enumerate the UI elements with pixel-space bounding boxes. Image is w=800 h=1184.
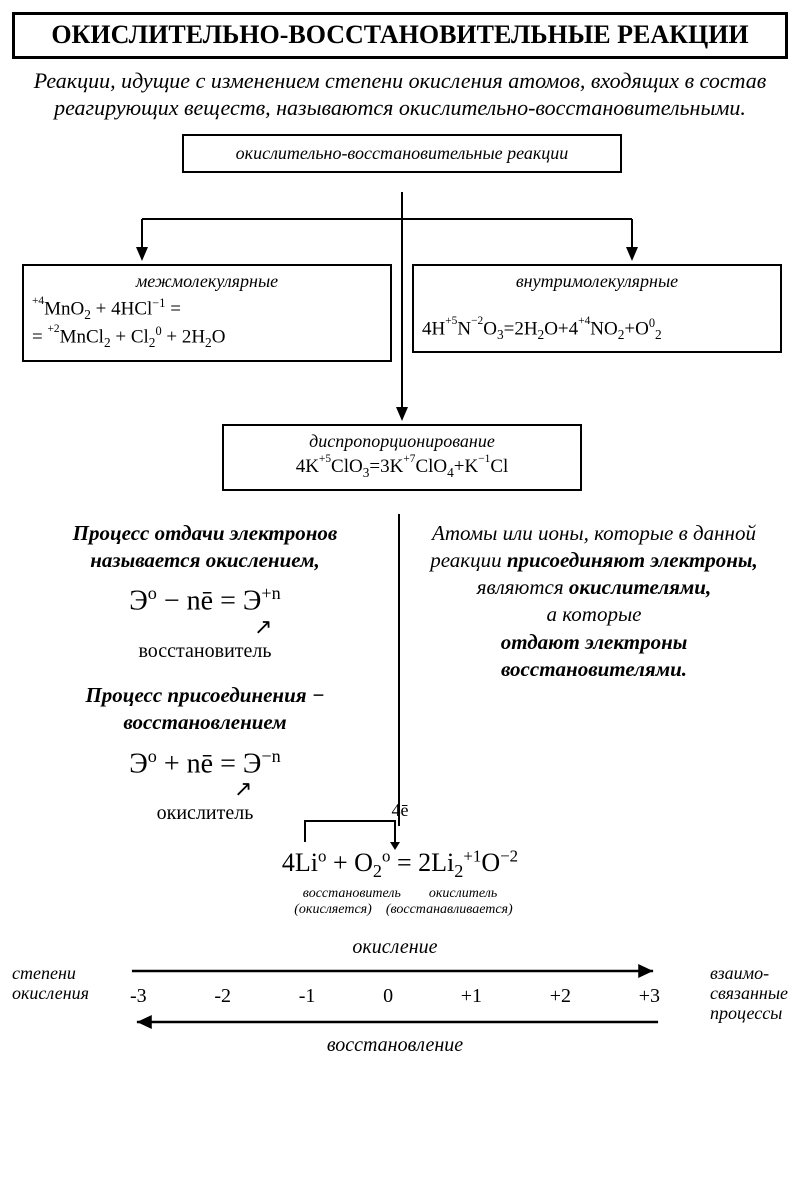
definitions-columns: Процесс отдачи электронов называется оки… bbox=[12, 514, 788, 827]
reduction-direction-label: восстановление bbox=[122, 1034, 668, 1057]
diagram-right-box: внутримолекулярные 4H+5N−2O3=2H2O+4+4NO2… bbox=[412, 264, 782, 354]
tick: +3 bbox=[639, 985, 660, 1008]
example-equation: 4ē 4Lio + O2o = 2Li2+1O−2 bbox=[12, 846, 788, 882]
reductant-label: ↗ восстановитель bbox=[26, 638, 384, 664]
electron-transfer-label: 4ē bbox=[282, 800, 518, 821]
page-title: ОКИСЛИТЕЛЬНО-ВОССТАНОВИТЕЛЬНЫЕ РЕАКЦИИ bbox=[12, 12, 788, 59]
tick: 0 bbox=[383, 985, 393, 1008]
reduction-def: Процесс присоединения − восстановлением bbox=[26, 682, 384, 737]
tick: +2 bbox=[550, 985, 571, 1008]
arrow-right-icon bbox=[122, 959, 668, 983]
diagram-left-label: межмолекулярные bbox=[32, 270, 382, 293]
diagram-left-eq: +4MnO2 + 4HCl−1 == +2MnCl2 + Cl20 + 2H2O bbox=[32, 295, 382, 352]
diagram-bottom-label: диспропорционирование bbox=[232, 430, 572, 453]
diagram-root-box: окислительно-восстановительные реакции bbox=[182, 134, 622, 173]
scale-left-caption: степениокисления bbox=[12, 964, 89, 1004]
bracket-icon bbox=[304, 820, 396, 842]
diagram-root-label: окислительно-восстановительные реакции bbox=[236, 143, 569, 163]
right-column: Атомы или ионы, которые в данной реакции… bbox=[400, 514, 788, 827]
arrow-left-icon bbox=[122, 1010, 668, 1034]
tick: +1 bbox=[461, 985, 482, 1008]
tick: -2 bbox=[214, 985, 231, 1008]
reduction-formula: Эo + nē = Э−n bbox=[26, 745, 384, 783]
scale-right-caption: взаимо-связанныепроцессы bbox=[710, 964, 788, 1023]
oxidation-def: Процесс отдачи электронов называется оки… bbox=[26, 520, 384, 575]
definition-text: Реакции, идущие с изменением степени оки… bbox=[22, 67, 778, 122]
diagram-left-box: межмолекулярные +4MnO2 + 4HCl−1 == +2MnC… bbox=[22, 264, 392, 362]
scale-ticks: -3 -2 -1 0 +1 +2 +3 bbox=[122, 985, 668, 1008]
pointer-arrow-icon: ↗ bbox=[254, 616, 272, 638]
left-column: Процесс отдачи электронов называется оки… bbox=[12, 514, 400, 827]
tick: -1 bbox=[299, 985, 316, 1008]
diagram-bottom-eq: 4K+5ClO3=3K+7ClO4+K−1Cl bbox=[232, 455, 572, 481]
oxidation-formula: Эo − nē = Э+n bbox=[26, 582, 384, 620]
classification-diagram: окислительно-восстановительные реакции м… bbox=[12, 134, 788, 504]
diagram-right-eq: 4H+5N−2O3=2H2O+4+4NO2+O02 bbox=[422, 315, 772, 343]
example-eq-annotations: восстановитель окислитель (окисляется) (… bbox=[12, 886, 788, 918]
diagram-right-label: внутримолекулярные bbox=[422, 270, 772, 293]
pointer-arrow-icon: ↗ bbox=[234, 778, 252, 800]
tick: -3 bbox=[130, 985, 147, 1008]
oxidation-scale: степениокисления взаимо-связанныепроцесс… bbox=[12, 936, 788, 1056]
agents-def: Атомы или ионы, которые в данной реакции… bbox=[414, 520, 774, 684]
diagram-bottom-box: диспропорционирование 4K+5ClO3=3K+7ClO4+… bbox=[222, 424, 582, 491]
oxidation-direction-label: окисление bbox=[122, 936, 668, 959]
example-eq-text: 4Lio + O2o = 2Li2+1O−2 bbox=[282, 848, 518, 877]
